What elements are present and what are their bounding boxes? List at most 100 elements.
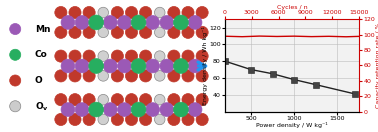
Ellipse shape — [182, 6, 194, 19]
Ellipse shape — [125, 26, 138, 38]
Ellipse shape — [10, 101, 21, 112]
Text: O: O — [35, 76, 43, 85]
Ellipse shape — [61, 59, 75, 73]
Ellipse shape — [182, 50, 194, 62]
Ellipse shape — [188, 59, 202, 73]
Ellipse shape — [196, 50, 208, 62]
Y-axis label: Capacity retention rate / %: Capacity retention rate / % — [376, 23, 378, 108]
Text: O$_\mathregular{v}$: O$_\mathregular{v}$ — [35, 100, 49, 112]
Ellipse shape — [155, 51, 165, 61]
Ellipse shape — [55, 6, 67, 19]
Ellipse shape — [98, 94, 108, 105]
Ellipse shape — [168, 26, 180, 38]
Ellipse shape — [196, 113, 208, 126]
Ellipse shape — [168, 6, 180, 19]
Ellipse shape — [10, 49, 21, 60]
Ellipse shape — [196, 6, 208, 19]
Ellipse shape — [83, 70, 95, 82]
Ellipse shape — [118, 103, 131, 116]
Ellipse shape — [83, 113, 95, 126]
Ellipse shape — [174, 59, 188, 73]
Ellipse shape — [111, 70, 124, 82]
Ellipse shape — [55, 94, 67, 106]
Ellipse shape — [55, 70, 67, 82]
Ellipse shape — [182, 94, 194, 106]
Ellipse shape — [155, 7, 165, 18]
Ellipse shape — [98, 114, 108, 125]
Ellipse shape — [89, 59, 104, 73]
Ellipse shape — [174, 15, 188, 30]
Ellipse shape — [111, 6, 124, 19]
Ellipse shape — [69, 6, 81, 19]
Ellipse shape — [98, 71, 108, 81]
Ellipse shape — [139, 6, 152, 19]
Ellipse shape — [83, 26, 95, 38]
Ellipse shape — [168, 50, 180, 62]
Ellipse shape — [61, 16, 75, 29]
Ellipse shape — [69, 50, 81, 62]
Ellipse shape — [69, 70, 81, 82]
Ellipse shape — [155, 71, 165, 81]
Ellipse shape — [75, 16, 89, 29]
Ellipse shape — [168, 70, 180, 82]
Ellipse shape — [104, 103, 117, 116]
Ellipse shape — [160, 59, 174, 73]
Ellipse shape — [75, 59, 89, 73]
Ellipse shape — [104, 16, 117, 29]
Ellipse shape — [188, 103, 202, 116]
Ellipse shape — [155, 27, 165, 38]
Ellipse shape — [174, 102, 188, 117]
Ellipse shape — [111, 113, 124, 126]
Ellipse shape — [69, 26, 81, 38]
Ellipse shape — [75, 103, 89, 116]
Ellipse shape — [146, 59, 160, 73]
Ellipse shape — [146, 16, 160, 29]
Ellipse shape — [98, 51, 108, 61]
Ellipse shape — [55, 26, 67, 38]
Ellipse shape — [83, 94, 95, 106]
Ellipse shape — [83, 6, 95, 19]
X-axis label: Cycles / n: Cycles / n — [277, 5, 307, 10]
Ellipse shape — [125, 50, 138, 62]
Ellipse shape — [104, 59, 117, 73]
Ellipse shape — [139, 50, 152, 62]
Y-axis label: Energy density / Wh kg⁻¹: Energy density / Wh kg⁻¹ — [201, 26, 208, 105]
Ellipse shape — [139, 70, 152, 82]
Ellipse shape — [196, 94, 208, 106]
Ellipse shape — [168, 94, 180, 106]
Ellipse shape — [182, 26, 194, 38]
Ellipse shape — [160, 103, 174, 116]
Ellipse shape — [118, 59, 131, 73]
Ellipse shape — [55, 113, 67, 126]
Ellipse shape — [111, 94, 124, 106]
Ellipse shape — [131, 15, 146, 30]
Ellipse shape — [125, 94, 138, 106]
Ellipse shape — [69, 94, 81, 106]
Ellipse shape — [10, 23, 21, 35]
Ellipse shape — [196, 26, 208, 38]
Ellipse shape — [155, 94, 165, 105]
Ellipse shape — [69, 113, 81, 126]
Ellipse shape — [146, 103, 160, 116]
Ellipse shape — [98, 7, 108, 18]
Ellipse shape — [89, 102, 104, 117]
Ellipse shape — [10, 75, 21, 86]
Text: Co: Co — [35, 50, 48, 59]
Ellipse shape — [83, 50, 95, 62]
Ellipse shape — [155, 114, 165, 125]
Ellipse shape — [168, 113, 180, 126]
Ellipse shape — [139, 113, 152, 126]
Ellipse shape — [196, 70, 208, 82]
Ellipse shape — [188, 16, 202, 29]
Ellipse shape — [160, 16, 174, 29]
Ellipse shape — [131, 59, 146, 73]
Ellipse shape — [61, 103, 75, 116]
Ellipse shape — [111, 50, 124, 62]
Ellipse shape — [182, 70, 194, 82]
Ellipse shape — [125, 6, 138, 19]
Ellipse shape — [98, 27, 108, 38]
Ellipse shape — [111, 26, 124, 38]
Ellipse shape — [182, 113, 194, 126]
Ellipse shape — [89, 15, 104, 30]
Ellipse shape — [125, 70, 138, 82]
